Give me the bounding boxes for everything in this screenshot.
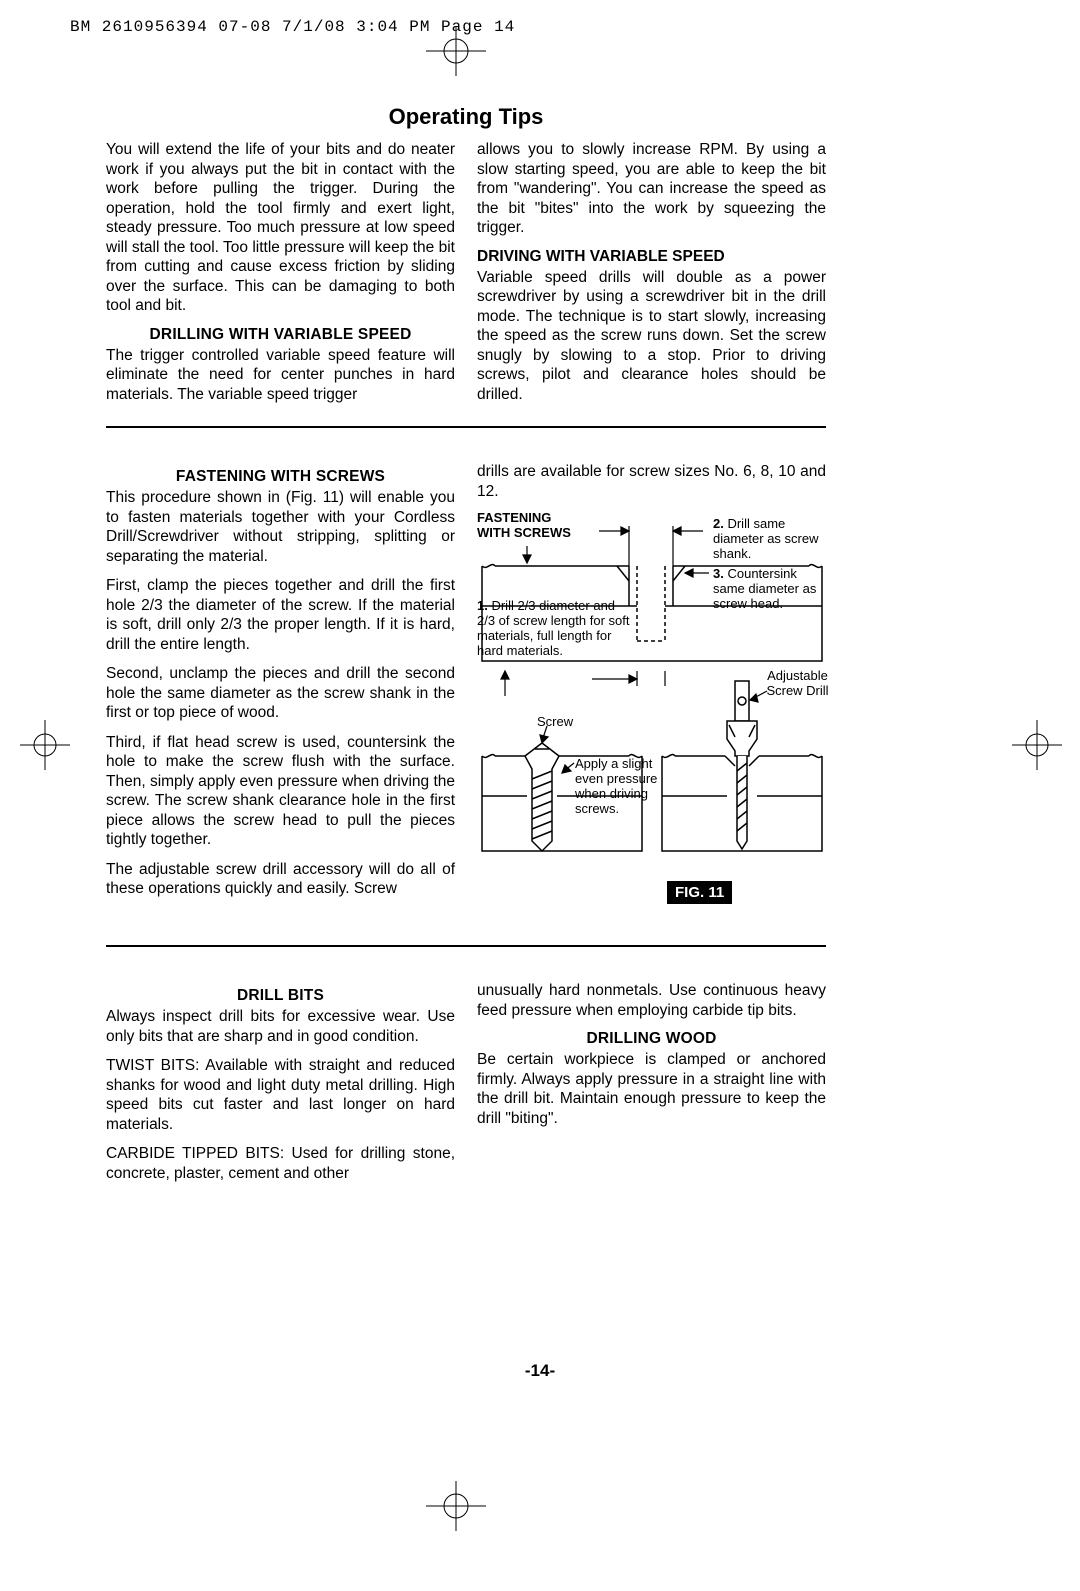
fastening-p2: First, clamp the pieces together and dri… (106, 576, 455, 654)
fastening-p3: Second, unclamp the pieces and drill the… (106, 664, 455, 723)
registration-mark-left (20, 720, 70, 770)
section-operating-tips: You will extend the life of your bits an… (106, 140, 826, 404)
fig-apply-label: Apply a slight even pressure when drivin… (575, 757, 665, 817)
page-title: Operating Tips (106, 104, 826, 130)
driving-para: Variable speed drills will double as a p… (477, 268, 826, 405)
fastening-p1: This procedure shown in (Fig. 11) will e… (106, 488, 455, 566)
fig-title-1: FASTENING (477, 511, 551, 526)
bits-p2: TWIST BITS: Available with straight and … (106, 1056, 455, 1134)
fastening-p6: drills are available for screw sizes No.… (477, 462, 826, 501)
fastening-p5: The adjustable screw drill accessory wil… (106, 860, 455, 899)
heading-drill-bits: DRILL BITS (106, 987, 455, 1005)
drilling-para-2: allows you to slowly increase RPM. By us… (477, 140, 826, 238)
fig-note-3-text: Countersink same diameter as screw head. (713, 566, 816, 611)
col-left-3: DRILL BITS Always inspect drill bits for… (106, 981, 455, 1183)
fig-note-2-text: Drill same diameter as screw shank. (713, 516, 818, 561)
bits-p4: unusually hard nonmetals. Use continuous… (477, 981, 826, 1020)
divider-1 (106, 426, 826, 428)
divider-2 (106, 945, 826, 947)
content-area: Operating Tips You will extend the life … (106, 104, 826, 1183)
heading-driving-variable: DRIVING WITH VARIABLE SPEED (477, 248, 826, 266)
page-number: -14- (0, 1361, 1080, 1381)
col-right-2: drills are available for screw sizes No.… (477, 462, 826, 911)
col-right-3: unusually hard nonmetals. Use continuous… (477, 981, 826, 1183)
bits-p1: Always inspect drill bits for excessive … (106, 1007, 455, 1046)
heading-fastening: FASTENING WITH SCREWS (106, 468, 455, 486)
drilling-para-1: The trigger controlled variable speed fe… (106, 346, 455, 405)
fig-title-2: WITH SCREWS (477, 526, 571, 541)
fig-note-3: 3. Countersink same diameter as screw he… (713, 567, 825, 612)
heading-drilling-wood: DRILLING WOOD (477, 1030, 826, 1048)
intro-para: You will extend the life of your bits an… (106, 140, 455, 316)
figure-label: FIG. 11 (667, 881, 732, 904)
col-left-2: FASTENING WITH SCREWS This procedure sho… (106, 462, 455, 911)
heading-drilling-variable: DRILLING WITH VARIABLE SPEED (106, 326, 455, 344)
registration-mark-right (1012, 720, 1062, 770)
section-drill-bits: DRILL BITS Always inspect drill bits for… (106, 981, 826, 1183)
fig-adjustable-label: Adjustable Screw Drill (765, 669, 830, 699)
wood-p1: Be certain workpiece is clamped or ancho… (477, 1050, 826, 1128)
fig-screw-label: Screw (537, 715, 573, 730)
fastening-p4: Third, if flat head screw is used, count… (106, 733, 455, 850)
section-fastening: FASTENING WITH SCREWS This procedure sho… (106, 462, 826, 911)
bits-p3: CARBIDE TIPPED BITS: Used for drilling s… (106, 1144, 455, 1183)
page: BM 2610956394 07-08 7/1/08 3:04 PM Page … (0, 0, 1080, 1591)
figure-11: FASTENING WITH SCREWS 2. Drill same diam… (477, 511, 826, 911)
col-left: You will extend the life of your bits an… (106, 140, 455, 404)
registration-mark-bottom (426, 1481, 486, 1531)
col-right: allows you to slowly increase RPM. By us… (477, 140, 826, 404)
fig-note-1: 1. Drill 2/3 diameter and 2/3 of screw l… (477, 599, 633, 659)
fig-note-1-text: Drill 2/3 diameter and 2/3 of screw leng… (477, 598, 629, 658)
fig-note-2: 2. Drill same diameter as screw shank. (713, 517, 823, 562)
registration-mark-top (426, 26, 486, 76)
